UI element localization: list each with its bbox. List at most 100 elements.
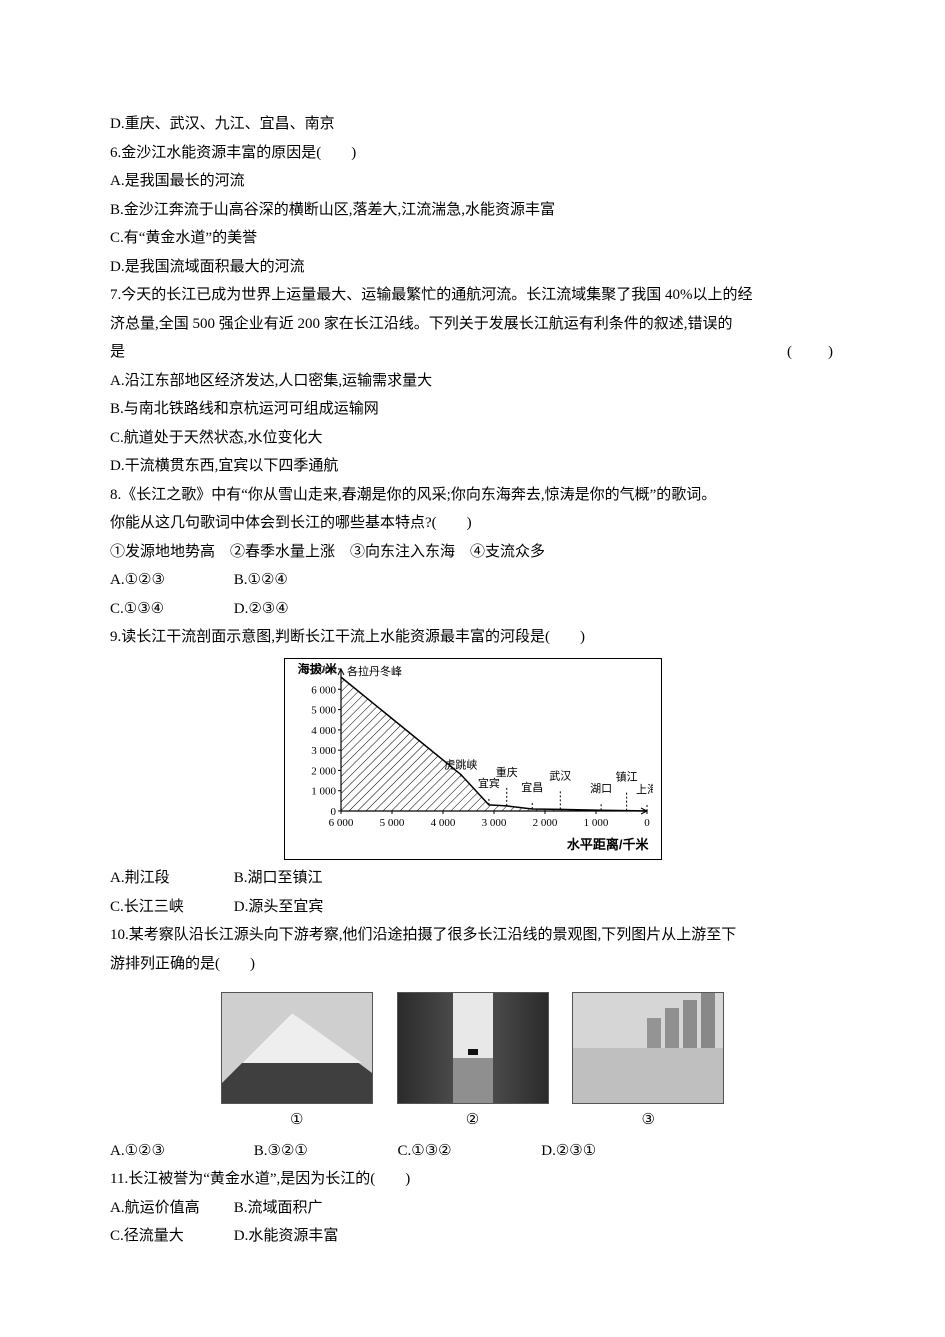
q10-row: A.①②③ B.③②① C.①③② D.②③① [110,1137,835,1166]
q7-optA: A.沿江东部地区经济发达,人口密集,运输需求量大 [110,367,835,396]
svg-text:各拉丹冬峰: 各拉丹冬峰 [347,664,402,678]
q7-optD: D.干流横贯东西,宜宾以下四季通航 [110,452,835,481]
profile-chart-svg: 海拔/米01 0002 0003 0004 0005 0006 0007 000… [293,663,653,833]
svg-text:0: 0 [644,817,650,829]
q11-stem: 11.长江被誉为“黄金水道”,是因为长江的( ) [110,1165,835,1194]
q10-stem-l1: 10.某考察队沿长江源头向下游考察,他们沿途拍摄了很多长江沿线的景观图,下列图片… [110,921,835,950]
svg-text:上海: 上海 [636,782,653,796]
q7-stem-l3: 是( ) [110,338,835,367]
q9-row1: A.荆江段 B.湖口至镇江 [110,864,835,893]
q6-optB: B.金沙江奔流于山高谷深的横断山区,落差大,江流湍急,水能资源丰富 [110,196,835,225]
photo-2-frame [397,992,549,1104]
svg-text:宜昌: 宜昌 [521,779,543,793]
q8-optB: B.①②④ [234,566,354,595]
q7-stem-text3: 是 [110,344,125,360]
q9-stem-text: 读长江干流剖面示意图,判断长江干流上水能资源最丰富的河段是( ) [121,629,585,645]
q8-items: ①发源地地势高 ②春季水量上涨 ③向东注入东海 ④支流众多 [110,538,835,567]
q11-optC: C.径流量大 [110,1222,230,1251]
svg-text:3 000: 3 000 [481,817,506,829]
photo-1-frame [221,992,373,1104]
svg-text:7 000: 7 000 [311,664,336,676]
q9-xlabel: 水平距离/千米 [293,833,653,858]
svg-text:6 000: 6 000 [328,817,353,829]
svg-text:武汉: 武汉 [549,769,571,782]
photo-3: ③ [572,992,724,1135]
photo-3-frame [572,992,724,1104]
svg-text:4 000: 4 000 [430,817,455,829]
q11-optD: D.水能资源丰富 [234,1222,354,1251]
q7-optC: C.航道处于天然状态,水位变化大 [110,424,835,453]
q8-num: 8. [110,487,121,503]
q11-optA: A.航运价值高 [110,1194,230,1223]
q8-row1: A.①②③ B.①②④ [110,566,835,595]
q9-optA: A.荆江段 [110,864,230,893]
photo-3-building [683,1000,697,1048]
q6-optA: A.是我国最长的河流 [110,167,835,196]
q8-optC: C.①③④ [110,595,230,624]
q9-chart: 海拔/米01 0002 0003 0004 0005 0006 0007 000… [110,658,835,861]
q11-num: 11. [110,1171,128,1187]
q11-stem-text: 长江被誉为“黄金水道”,是因为长江的( ) [128,1171,410,1187]
photo-2-cliff-left [398,993,453,1103]
svg-text:镇江: 镇江 [615,769,637,783]
q9-chart-box: 海拔/米01 0002 0003 0004 0005 0006 0007 000… [284,658,662,861]
q10-num: 10. [110,927,129,943]
q6-stem: 6.金沙江水能资源丰富的原因是( ) [110,139,835,168]
q10-optA: A.①②③ [110,1137,250,1166]
q8-stem-l1: 8.《长江之歌》中有“你从雪山走来,春潮是你的风采;你向东海奔去,惊涛是你的气概… [110,481,835,510]
photo-2-cliff-right [493,993,548,1103]
photo-2: ② [397,992,549,1135]
q11-optB: B.流域面积广 [234,1194,354,1223]
q8-optA: A.①②③ [110,566,230,595]
q5-optD: D.重庆、武汉、九江、宜昌、南京 [110,110,835,139]
q9-optC: C.长江三峡 [110,893,230,922]
q9-stem: 9.读长江干流剖面示意图,判断长江干流上水能资源最丰富的河段是( ) [110,623,835,652]
q10-optC: C.①③② [398,1137,538,1166]
svg-text:5 000: 5 000 [311,704,336,716]
svg-text:2 000: 2 000 [311,765,336,777]
svg-text:6 000: 6 000 [311,684,336,696]
photo-3-building [647,1018,661,1048]
photo-2-boat [468,1049,478,1055]
q8-stem-l2: 你能从这几句歌词中体会到长江的哪些基本特点?( ) [110,509,835,538]
q6-num: 6. [110,145,121,161]
q9-optB: B.湖口至镇江 [234,864,354,893]
q10-optD: D.②③① [541,1137,641,1166]
q10-optB: B.③②① [254,1137,394,1166]
q7-stem-l2: 济总量,全国 500 强企业有近 200 家在长江沿线。下列关于发展长江航运有利… [110,310,835,339]
q11-row2: C.径流量大 D.水能资源丰富 [110,1222,835,1251]
q6-optD: D.是我国流域面积最大的河流 [110,253,835,282]
svg-text:虎跳峡: 虎跳峡 [444,757,477,771]
q8-row2: C.①③④ D.②③④ [110,595,835,624]
q8-optD: D.②③④ [234,595,354,624]
q10-stem-text1: 某考察队沿长江源头向下游考察,他们沿途拍摄了很多长江沿线的景观图,下列图片从上游… [129,927,737,943]
svg-text:1 000: 1 000 [311,785,336,797]
svg-text:1 000: 1 000 [583,817,608,829]
q9-row2: C.长江三峡 D.源头至宜宾 [110,893,835,922]
photo-3-water [573,1048,723,1103]
q8-stem-text1: 《长江之歌》中有“你从雪山走来,春潮是你的风采;你向东海奔去,惊涛是你的气概”的… [121,487,716,503]
photo-3-building [665,1008,679,1048]
svg-text:4 000: 4 000 [311,724,336,736]
svg-text:湖口: 湖口 [590,782,612,795]
q10-photos: ① ② ③ [110,992,835,1135]
photo-1: ① [221,992,373,1135]
svg-text:2 000: 2 000 [532,817,557,829]
svg-text:5 000: 5 000 [379,817,404,829]
photo-3-building [701,992,715,1048]
q9-num: 9. [110,629,121,645]
svg-text:重庆: 重庆 [495,764,517,778]
q7-stem-l1: 7.今天的长江已成为世界上运量最大、运输最繁忙的通航河流。长江流域集聚了我国 4… [110,281,835,310]
q11-row1: A.航运价值高 B.流域面积广 [110,1194,835,1223]
q6-stem-text: 金沙江水能资源丰富的原因是( ) [121,145,356,161]
photo-1-caption: ① [221,1106,373,1135]
svg-text:3 000: 3 000 [311,745,336,757]
q10-stem-l2: 游排列正确的是( ) [110,950,835,979]
q7-num: 7. [110,287,121,303]
photo-1-snow [242,1013,362,1063]
photo-2-caption: ② [397,1106,549,1135]
q9-optD: D.源头至宜宾 [234,893,354,922]
photo-3-caption: ③ [572,1106,724,1135]
q7-stem-text1: 今天的长江已成为世界上运量最大、运输最繁忙的通航河流。长江流域集聚了我国 40%… [121,287,752,303]
q7-optB: B.与南北铁路线和京杭运河可组成运输网 [110,395,835,424]
